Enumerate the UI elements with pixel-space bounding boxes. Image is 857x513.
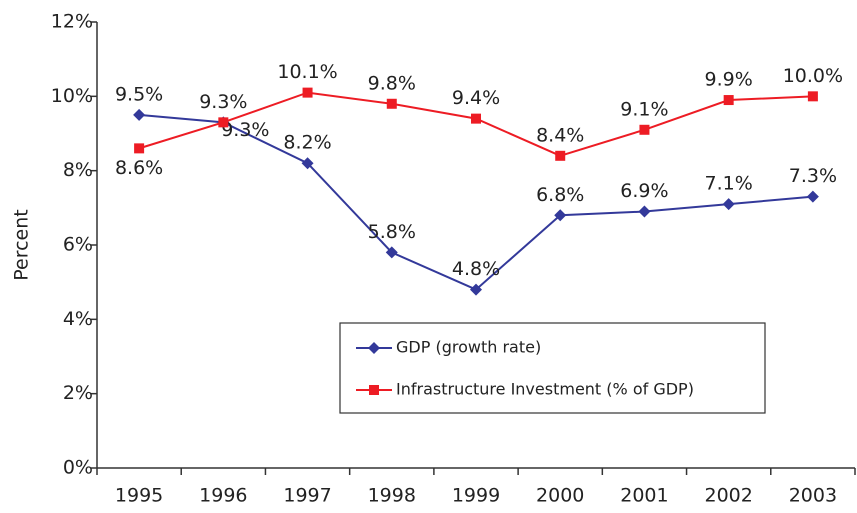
x-tick-label: 1998: [368, 485, 416, 507]
point-marker: [302, 87, 313, 98]
data-label: 7.1%: [705, 173, 753, 195]
data-label: 8.2%: [283, 132, 331, 154]
legend-label: Infrastructure Investment (% of GDP): [396, 380, 694, 399]
data-label: 8.6%: [115, 157, 163, 179]
point-marker: [806, 190, 819, 203]
data-label: 9.1%: [620, 98, 668, 120]
y-tick-label: 10%: [51, 85, 93, 107]
data-label: 10.1%: [277, 61, 337, 83]
data-label: 9.4%: [452, 87, 500, 109]
y-tick-label: 4%: [63, 308, 93, 330]
legend-box: [339, 322, 766, 414]
y-tick-label: 0%: [63, 457, 93, 479]
data-label: 9.3%: [221, 119, 269, 141]
data-label: 4.8%: [452, 258, 500, 280]
data-label: 9.3%: [199, 91, 247, 113]
data-label: 8.4%: [536, 124, 584, 146]
point-marker: [218, 117, 229, 128]
data-label: 9.9%: [705, 69, 753, 91]
point-marker: [470, 283, 482, 296]
y-tick-label: 8%: [63, 159, 93, 181]
legend-marker: [369, 385, 379, 395]
x-tick-label: 1995: [115, 485, 163, 507]
x-tick-label: 2002: [704, 485, 752, 507]
point-marker: [134, 143, 145, 154]
x-tick-label: 2000: [536, 485, 584, 507]
point-marker: [638, 205, 651, 218]
x-tick-label: 2001: [620, 485, 668, 507]
data-label: 5.8%: [368, 221, 416, 243]
data-label: 7.3%: [789, 165, 837, 187]
legend-marker: [368, 342, 380, 354]
x-tick-label: 1996: [199, 485, 247, 507]
point-marker: [723, 95, 734, 106]
point-marker: [386, 98, 397, 109]
x-tick-label: 2003: [789, 485, 837, 507]
point-marker: [301, 157, 314, 170]
point-marker: [639, 124, 650, 135]
data-label: 10.0%: [783, 65, 843, 87]
data-label: 9.8%: [368, 72, 416, 94]
point-marker: [133, 108, 146, 121]
point-marker: [807, 91, 818, 102]
point-marker: [471, 113, 481, 124]
x-tick-label: 1997: [283, 485, 331, 507]
point-marker: [554, 209, 567, 222]
point-marker: [385, 246, 398, 259]
y-tick-label: 6%: [63, 234, 93, 256]
data-label: 6.8%: [536, 184, 584, 206]
x-tick-label: 1999: [452, 485, 500, 507]
y-tick-label: 2%: [63, 382, 93, 404]
data-label: 9.5%: [115, 83, 163, 105]
y-axis-title: Percent: [11, 209, 33, 281]
point-marker: [722, 198, 735, 211]
y-tick-label: 12%: [51, 11, 93, 33]
data-label: 6.9%: [620, 180, 668, 202]
legend-label: GDP (growth rate): [396, 338, 541, 357]
point-marker: [555, 150, 566, 161]
